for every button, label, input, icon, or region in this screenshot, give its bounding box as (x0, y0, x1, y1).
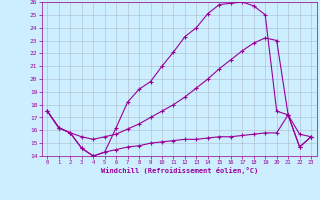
X-axis label: Windchill (Refroidissement éolien,°C): Windchill (Refroidissement éolien,°C) (100, 167, 258, 174)
